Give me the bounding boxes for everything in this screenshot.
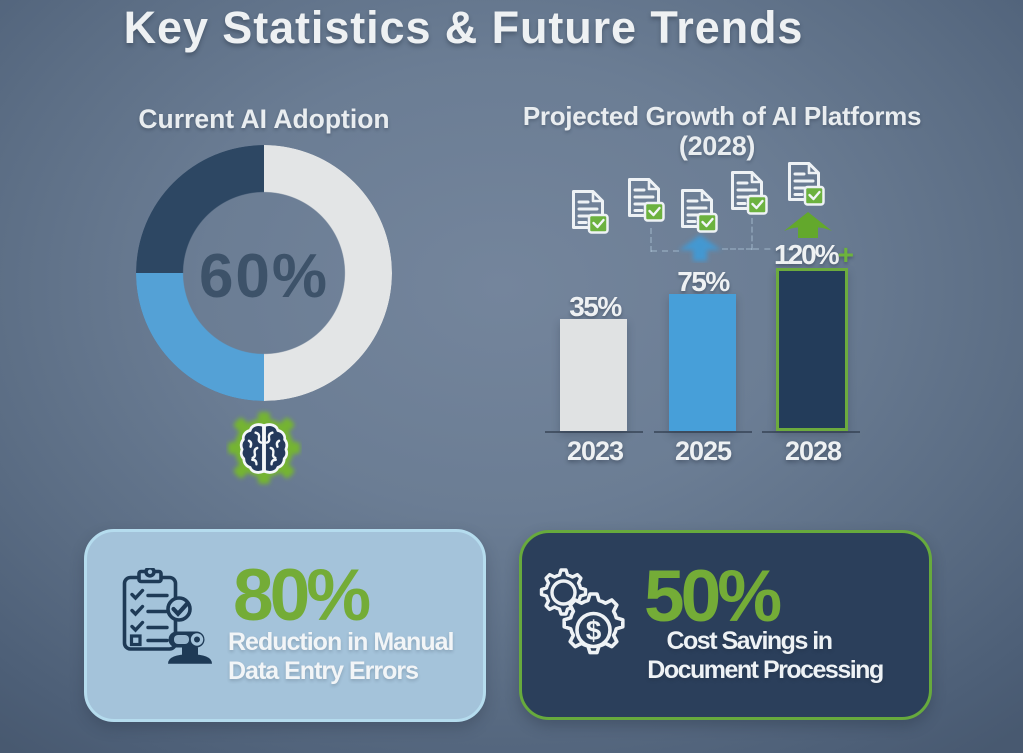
svg-text:$: $ [586, 615, 602, 646]
